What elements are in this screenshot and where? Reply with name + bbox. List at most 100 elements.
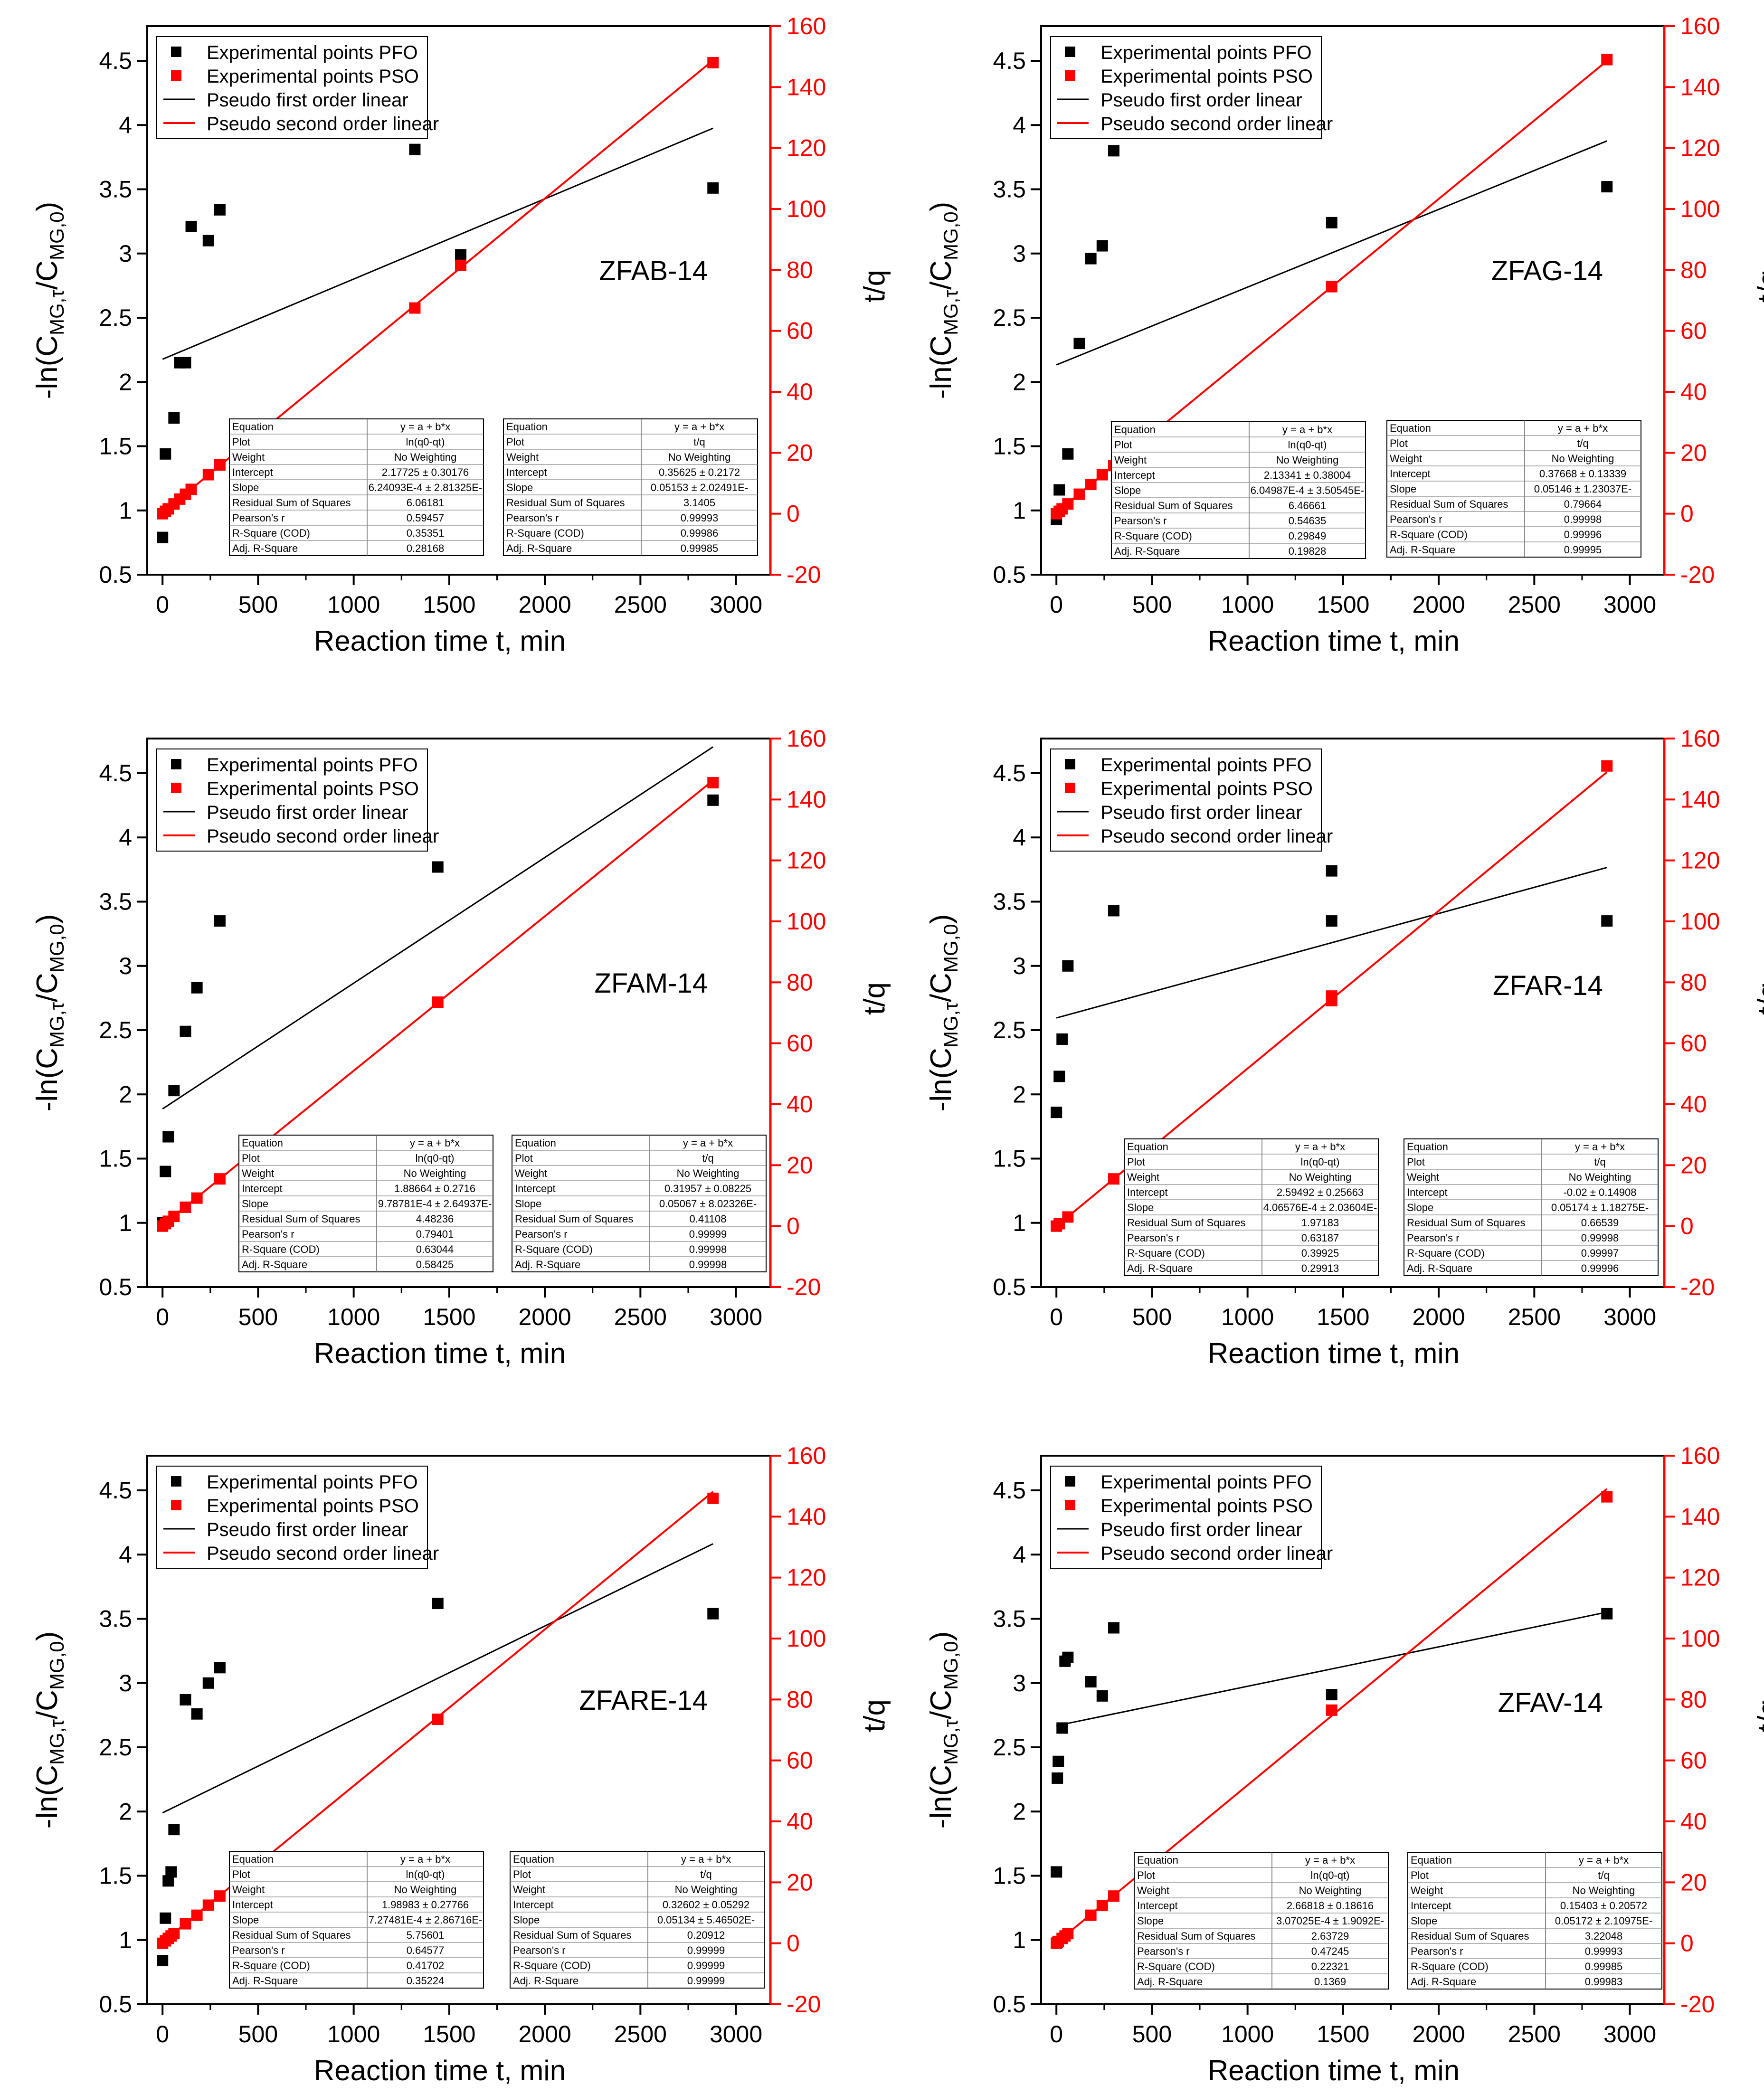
x-tick-label: 0 [1050,591,1063,618]
pfo-fit-table-value: 1.98983 ± 0.27766 [382,1899,469,1911]
y2-tick-label: 60 [1680,1030,1707,1057]
y-axis-title-part: /C [31,1690,64,1719]
pso-fit-table-value: 0.66539 [1581,1217,1619,1229]
pfo-fit-table-value: 1.97183 [1301,1217,1339,1229]
pfo-fit-table-value: 2.66818 ± 0.18616 [1287,1900,1374,1912]
legend-pfo-points-label: Experimental points PFO [207,1472,418,1493]
pfo-fit-table-label: R-Square (COD) [1137,1961,1215,1972]
pso-fit-table-label: R-Square (COD) [515,1243,593,1255]
chart-panel-2: 0 500 1000 1500 2000 2500 30000.511.522.533.54… [925,13,1764,657]
x-axis-title: Reaction time t, min [314,1337,566,1369]
pfo-fit-table-value: 0.47245 [1311,1945,1349,1957]
pfo-fit-table-value: No Weighting [404,1167,466,1179]
y2-tick-label: 100 [1680,1625,1720,1652]
pso-fit-table: Equation y = a + b*x Plot t/q Weight No Weigh… [512,1135,767,1272]
y2-tick-label: 0 [1680,1213,1694,1240]
pfo-fit-table-value: 6.46661 [1289,500,1327,512]
y2-tick-label: 20 [787,439,813,466]
y2-axis-title: t/q [858,1699,891,1732]
y2-tick-label: 20 [1680,1869,1707,1895]
pfo-point [1601,915,1613,927]
y2-tick-label: 0 [1680,1930,1694,1957]
pfo-fit-table-label: Intercept [1137,1900,1178,1912]
y-tick-label: 1.5 [993,1863,1026,1889]
y2-tick-label: 80 [787,1686,813,1713]
pfo-fit-table-label: Residual Sum of Squares [1137,1930,1255,1942]
y2-tick-label: 20 [787,1152,813,1178]
y2-tick-label: 120 [787,847,826,874]
legend-pfo-points-label: Experimental points PFO [207,42,418,63]
pfo-fit-table-label: Equation [232,1853,274,1865]
x-tick-label: 1500 [1317,2021,1369,2047]
pfo-fit-table-label: Adj. R-Square [242,1259,307,1270]
x-tick-label: 0 [1050,2021,1063,2047]
pso-fit-table-label: Intercept [506,466,547,478]
x-tick-label: 2500 [614,591,667,618]
legend-pso-line-label: Pseudo second order linear [1100,826,1333,847]
pso-point [1601,1491,1613,1503]
y2-tick-label: 140 [1680,786,1720,813]
pfo-point [168,1824,180,1836]
y2-tick-label: 0 [1680,501,1694,527]
pso-point [202,469,214,481]
legend-pfo-points-marker [171,759,181,769]
y-tick-label: 4.5 [993,1477,1026,1504]
y-tick-label: 1 [119,1210,132,1236]
legend-pfo-line-label: Pseudo first order linear [207,1519,408,1540]
pfo-point [1108,1622,1119,1634]
pso-fit-table-value: 0.99998 [1564,513,1602,525]
y-tick-label: 3.5 [99,889,132,915]
pfo-point [455,249,467,261]
y2-axis-title: t/q [1752,982,1764,1015]
legend-pso-points-marker [1065,70,1075,81]
pso-fit-table-value: y = a + b*x [674,421,724,433]
pfo-fit-table-label: Weight [242,1167,274,1179]
pso-fit-table-label: Weight [1407,1171,1439,1183]
pfo-fit-table-value: 6.24093E-4 ± 2.81325E- [369,482,483,493]
pfo-fit-table-value: y = a + b*x [1282,424,1332,436]
pfo-fit-table-label: Slope [232,1914,259,1926]
y-axis-title-part: ) [31,202,64,212]
pfo-point [162,1131,174,1143]
pso-fit-table-label: Residual Sum of Squares [1390,498,1508,510]
pfo-fit-table-label: Intercept [1127,1186,1168,1198]
pso-fit-table-value: 0.99998 [689,1243,727,1255]
pso-fit-table-value: No Weighting [1569,1171,1631,1183]
pfo-point [168,412,180,424]
y-axis-title-part: -ln(C [925,1048,958,1111]
pso-fit-table-value: 0.35625 ± 0.2172 [659,466,740,478]
pso-fit-table-value: t/q [1598,1869,1609,1881]
pfo-fit-table-frame [238,1135,493,1272]
y-tick-label: 3 [119,240,132,267]
chart-panel-6: 0 500 1000 1500 2000 2500 30000.511.522.533.54… [925,1442,1764,2086]
legend-pso-points-label: Experimental points PSO [1100,1496,1313,1516]
x-tick-label: 1000 [327,2021,380,2047]
pso-fit-table-label: Equation [506,421,548,433]
y-tick-label: 3 [1013,1670,1026,1696]
pso-fit-table-value: 0.05174 ± 1.18275E- [1551,1202,1649,1213]
pfo-point [1073,338,1085,350]
y2-tick-label: 40 [1680,379,1707,405]
pfo-fit-table-label: Pearson's r [1137,1945,1190,1957]
x-tick-label: 1500 [423,1304,475,1330]
pso-fit-table-label: R-Square (COD) [1411,1961,1489,1972]
pfo-fit-table-value: ln(q0-qt) [406,436,445,448]
sample-label: ZFAM-14 [595,968,708,999]
pso-point [168,1928,180,1940]
y-axis-title: -ln(CMG,τ/CMG,0) [31,914,68,1112]
y-axis-title: -ln(CMG,τ/CMG,0) [925,1631,962,1829]
y2-axis-title: t/q [1752,270,1764,303]
y-tick-label: 4 [1013,112,1026,138]
pso-point [185,483,197,495]
y-tick-label: 2 [1013,1798,1026,1825]
y-tick-label: 1 [1013,1210,1026,1236]
pfo-fit-table-label: Intercept [232,466,273,478]
pfo-fit-table-frame [1111,421,1366,559]
pfo-point [1108,905,1119,917]
x-tick-label: 1000 [1221,591,1274,618]
pfo-fit-table-label: Plot [242,1152,260,1164]
y-axis-title-part: MG,τ [46,1719,68,1765]
y-tick-label: 0.5 [99,561,132,588]
pfo-fit-table-label: Adj. R-Square [232,542,298,554]
pfo-fit-table-value: 0.59457 [407,512,445,524]
